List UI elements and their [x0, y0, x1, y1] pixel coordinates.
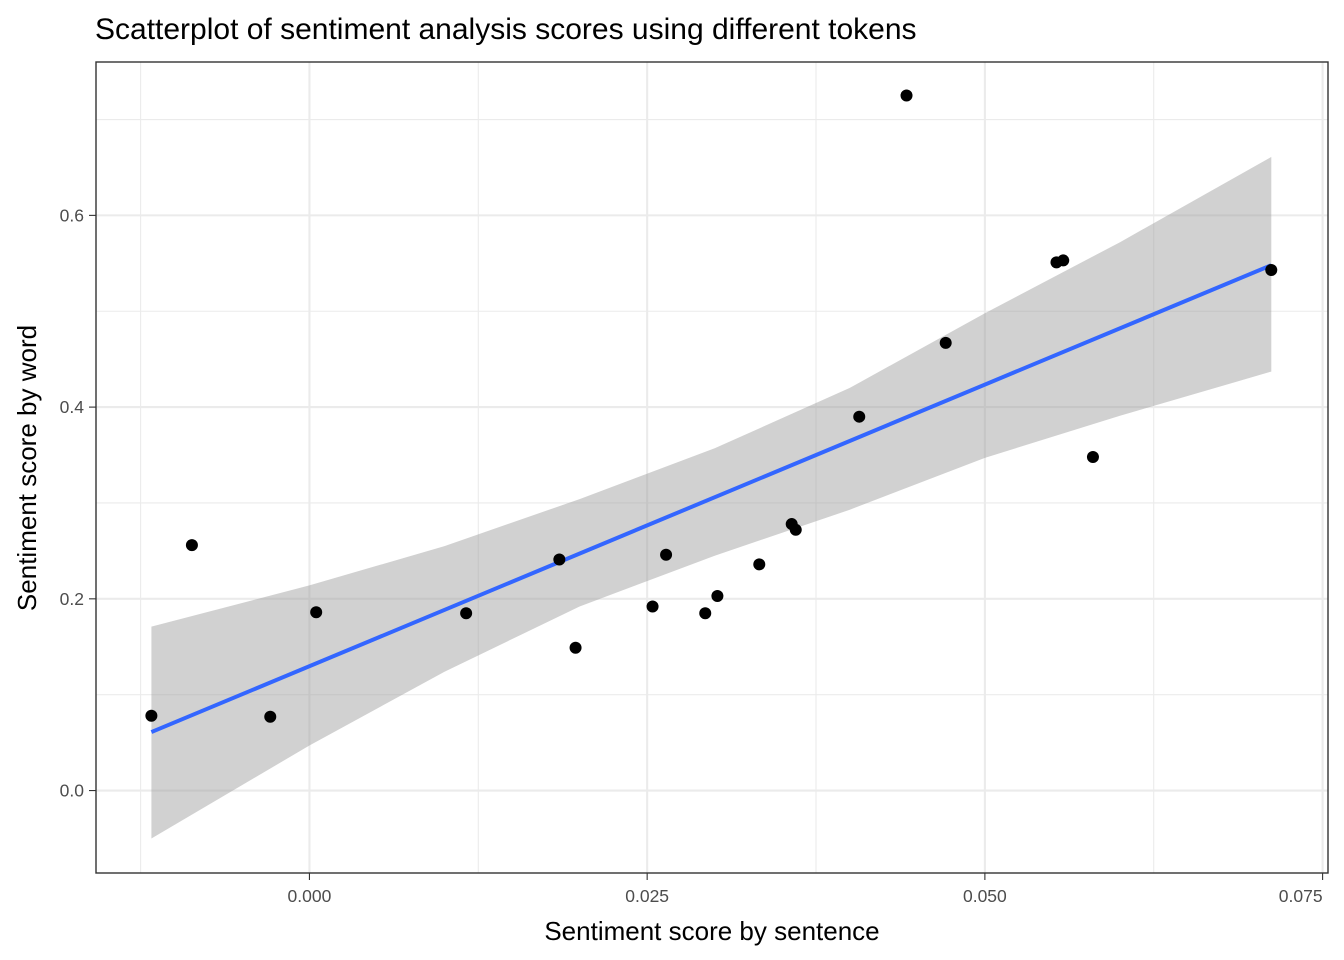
data-point	[939, 336, 952, 349]
plot-panel-background	[96, 62, 1328, 873]
gridlines	[96, 62, 1328, 873]
x-tick-label: 0.000	[288, 886, 332, 906]
data-point	[185, 539, 198, 552]
x-tick-label: 0.050	[963, 886, 1007, 906]
y-tick-label: 0.6	[60, 205, 84, 225]
data-point	[1086, 450, 1099, 463]
y-axis-title: Sentiment score by word	[12, 325, 42, 611]
regression-line	[150, 263, 1273, 734]
chart-title: Scatterplot of sentiment analysis scores…	[95, 13, 917, 46]
y-tick-label: 0.2	[60, 589, 84, 609]
data-point	[460, 607, 473, 620]
data-point	[310, 606, 323, 619]
data-point	[900, 89, 913, 102]
data-point	[1265, 264, 1278, 277]
x-axis-tick-labels: 0.000 0.025 0.050 0.075	[288, 886, 1323, 906]
data-point	[711, 589, 724, 602]
x-tick-label: 0.075	[1279, 886, 1323, 906]
data-point	[753, 558, 766, 571]
data-points	[145, 89, 1278, 723]
y-tick-label: 0.0	[60, 781, 85, 801]
plot-panel-border	[95, 61, 1329, 874]
data-point	[553, 553, 566, 566]
data-point	[1057, 254, 1070, 267]
regression-line-path	[150, 263, 1273, 734]
x-tick-label: 0.025	[625, 886, 669, 906]
y-axis-tick-labels: 0.0 0.2 0.4 0.6	[60, 205, 85, 800]
data-point	[853, 410, 866, 423]
data-point	[145, 709, 158, 722]
axis-ticks	[89, 214, 1324, 880]
data-point	[699, 607, 712, 620]
data-point	[660, 548, 673, 561]
data-point	[789, 523, 802, 536]
data-point	[646, 600, 659, 613]
x-axis-title: Sentiment score by sentence	[544, 916, 879, 946]
y-tick-label: 0.4	[60, 397, 85, 417]
data-point	[569, 641, 582, 654]
data-point	[264, 710, 277, 723]
